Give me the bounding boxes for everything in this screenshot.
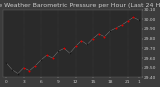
Title: Milwaukee Weather Barometric Pressure per Hour (Last 24 Hours): Milwaukee Weather Barometric Pressure pe…	[0, 3, 160, 8]
